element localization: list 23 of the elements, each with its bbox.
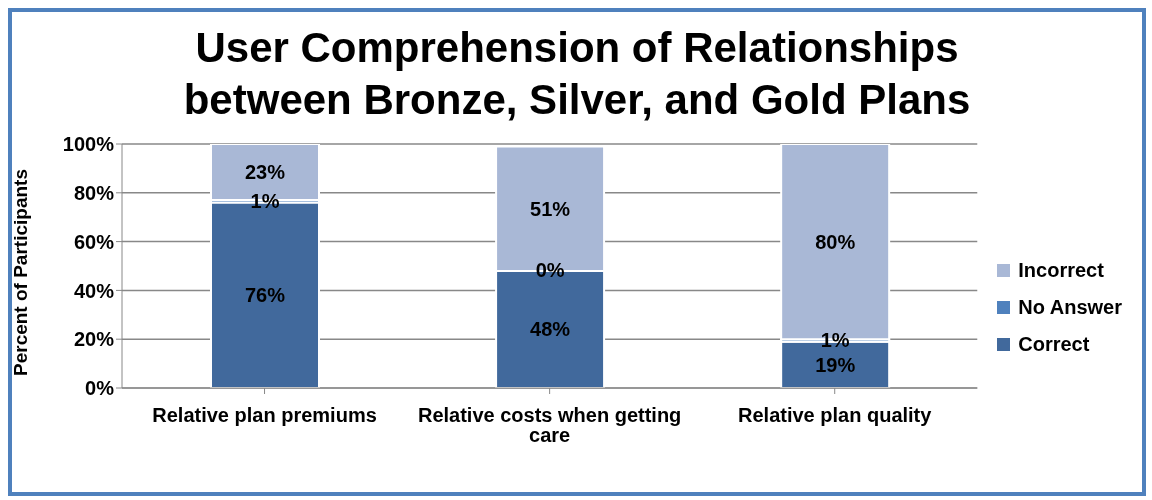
y-tick-label: 20% — [73, 328, 115, 351]
data-label: 23% — [244, 161, 286, 184]
y-tick-label: 40% — [73, 279, 115, 302]
y-tick-label: 60% — [73, 230, 115, 253]
y-tick-label: 80% — [73, 181, 115, 204]
data-label: 51% — [530, 197, 571, 220]
chart-title: User Comprehension of Relationships between Bronze, Silver, and Gold Plans — [182, 23, 972, 125]
legend-label: No Answer — [1018, 295, 1122, 319]
data-label: 0% — [535, 259, 565, 282]
data-label: 1% — [250, 190, 280, 213]
x-tick-label: Relative costs when getting care — [417, 404, 682, 447]
y-axis-title: Percent of Participants — [9, 169, 31, 376]
data-label: 76% — [244, 284, 286, 307]
legend-label: Correct — [1018, 332, 1090, 356]
data-label: 80% — [815, 230, 856, 253]
data-label: 1% — [820, 329, 850, 352]
legend-label: Incorrect — [1018, 258, 1104, 282]
y-tick-label: 0% — [85, 377, 115, 400]
x-tick-label: Relative plan premiums — [152, 404, 377, 427]
data-label: 48% — [530, 318, 571, 341]
y-tick-label: 100% — [62, 133, 115, 156]
x-tick-label: Relative plan quality — [738, 404, 933, 427]
data-label: 19% — [815, 353, 856, 376]
